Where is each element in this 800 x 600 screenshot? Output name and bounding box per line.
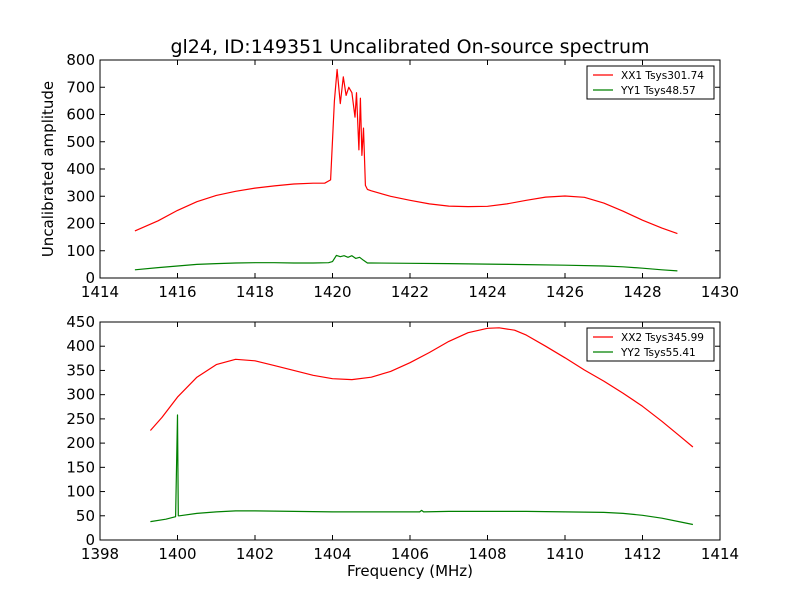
x-tick-label: 1404 (313, 545, 351, 563)
series-line-yy2 (150, 414, 694, 526)
legend-box (586, 65, 715, 100)
chart-title: gl24, ID:149351 Uncalibrated On-source s… (170, 36, 649, 58)
x-tick-label: 1406 (391, 545, 429, 563)
top-panel: 1414 1416 1418 1420 1422 1424 1426 1428 1430 0 100… (66, 51, 739, 301)
x-tick-label: 1408 (468, 545, 506, 563)
y-tick-label: 50 (76, 507, 95, 525)
y-tick-label: 700 (66, 78, 95, 96)
legend-label: YY2 Tsys55.41 (620, 347, 696, 359)
legend-label: XX2 Tsys345.99 (621, 332, 704, 344)
x-tick-label: 1402 (236, 545, 274, 563)
x-tick-label: 1418 (236, 283, 274, 301)
y-tick-label: 500 (66, 133, 95, 151)
series-line-xx2 (149, 327, 694, 448)
x-tick-label: 1430 (701, 283, 739, 301)
x-tick-label: 1414 (701, 545, 739, 563)
x-tick-label: 1410 (546, 545, 584, 563)
bottom-panel: 1398 1400 1402 1404 1406 1408 1410 1412 1414 0 50 1… (66, 313, 739, 563)
x-tick-label: 1424 (468, 283, 506, 301)
y-tick-label: 400 (66, 160, 95, 178)
y-tick-label: 450 (66, 313, 95, 331)
x-tick-label: 1428 (623, 283, 661, 301)
x-axis-label: Frequency (MHz) (347, 562, 473, 580)
y-tick-label: 0 (85, 269, 95, 287)
y-tick-label: 200 (66, 215, 95, 233)
legend-label: YY1 Tsys48.57 (620, 85, 696, 97)
y-tick-label: 600 (66, 106, 95, 124)
x-tick-label: 1422 (391, 283, 429, 301)
x-tick-label: 1398 (81, 545, 119, 563)
y-tick-label: 250 (66, 410, 95, 428)
legend: XX2 Tsys345.99 YY2 Tsys55.41 (586, 327, 715, 362)
x-tick-label: 1420 (313, 283, 351, 301)
legend: XX1 Tsys301.74 YY1 Tsys48.57 (586, 65, 715, 100)
y-tick-label: 0 (85, 531, 95, 549)
y-tick-label: 800 (66, 51, 95, 69)
x-tick-label: 1400 (158, 545, 196, 563)
series-line-yy1 (134, 254, 678, 272)
y-tick-label: 350 (66, 361, 95, 379)
y-axis-label: Uncalibrated amplitude (39, 81, 57, 257)
y-tick-label: 150 (66, 458, 95, 476)
y-tick-label: 400 (66, 337, 95, 355)
y-tick-label: 300 (66, 386, 95, 404)
x-tick-label: 1426 (546, 283, 584, 301)
legend-label: XX1 Tsys301.74 (621, 70, 704, 82)
y-tick-label: 100 (66, 483, 95, 501)
y-tick-label: 100 (66, 242, 95, 260)
series-line-xx1 (134, 68, 678, 235)
x-tick-label: 1414 (81, 283, 119, 301)
x-tick-label: 1416 (158, 283, 196, 301)
x-tick-label: 1412 (623, 545, 661, 563)
legend-box (586, 327, 715, 362)
y-tick-label: 300 (66, 187, 95, 205)
y-tick-label: 200 (66, 434, 95, 452)
